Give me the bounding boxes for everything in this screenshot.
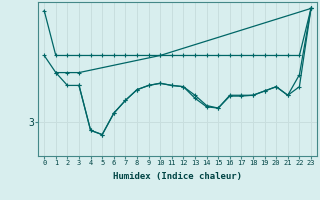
X-axis label: Humidex (Indice chaleur): Humidex (Indice chaleur) xyxy=(113,172,242,181)
